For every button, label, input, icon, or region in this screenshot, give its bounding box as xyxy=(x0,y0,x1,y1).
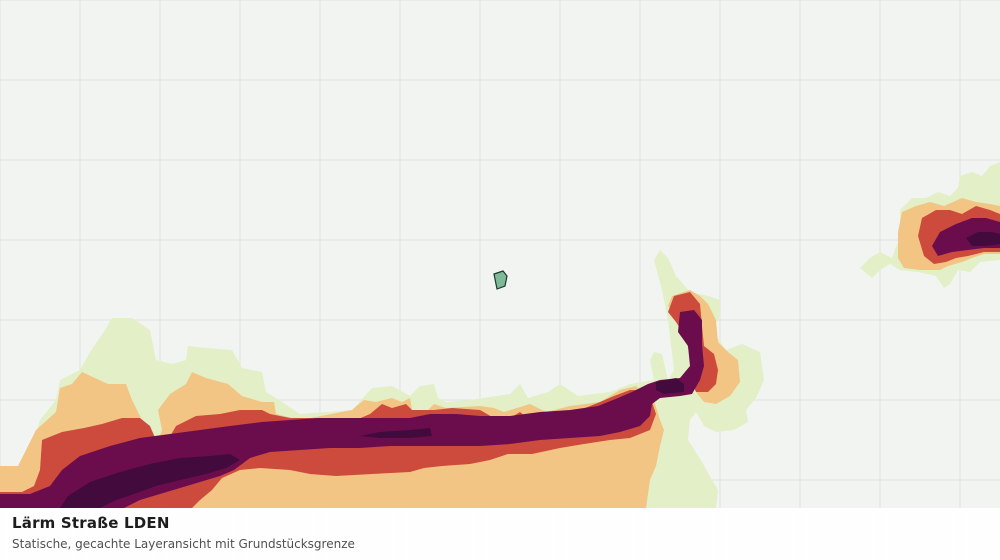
layer-subtitle: Statische, gecachte Layeransicht mit Gru… xyxy=(12,537,355,551)
noise-zone-level-5 xyxy=(60,378,684,508)
layer-title: Lärm Straße LDEN xyxy=(12,514,170,532)
noise-band-south xyxy=(0,250,764,508)
noise-zone-level-4-east xyxy=(932,218,1000,256)
noise-zone-level-4 xyxy=(0,310,704,508)
noise-band-east xyxy=(860,162,1000,288)
noise-zone-level-5-east xyxy=(966,232,1000,246)
parcel-boundary[interactable] xyxy=(493,270,508,290)
map-caption: Lärm Straße LDEN Statische, gecachte Lay… xyxy=(0,508,1000,560)
